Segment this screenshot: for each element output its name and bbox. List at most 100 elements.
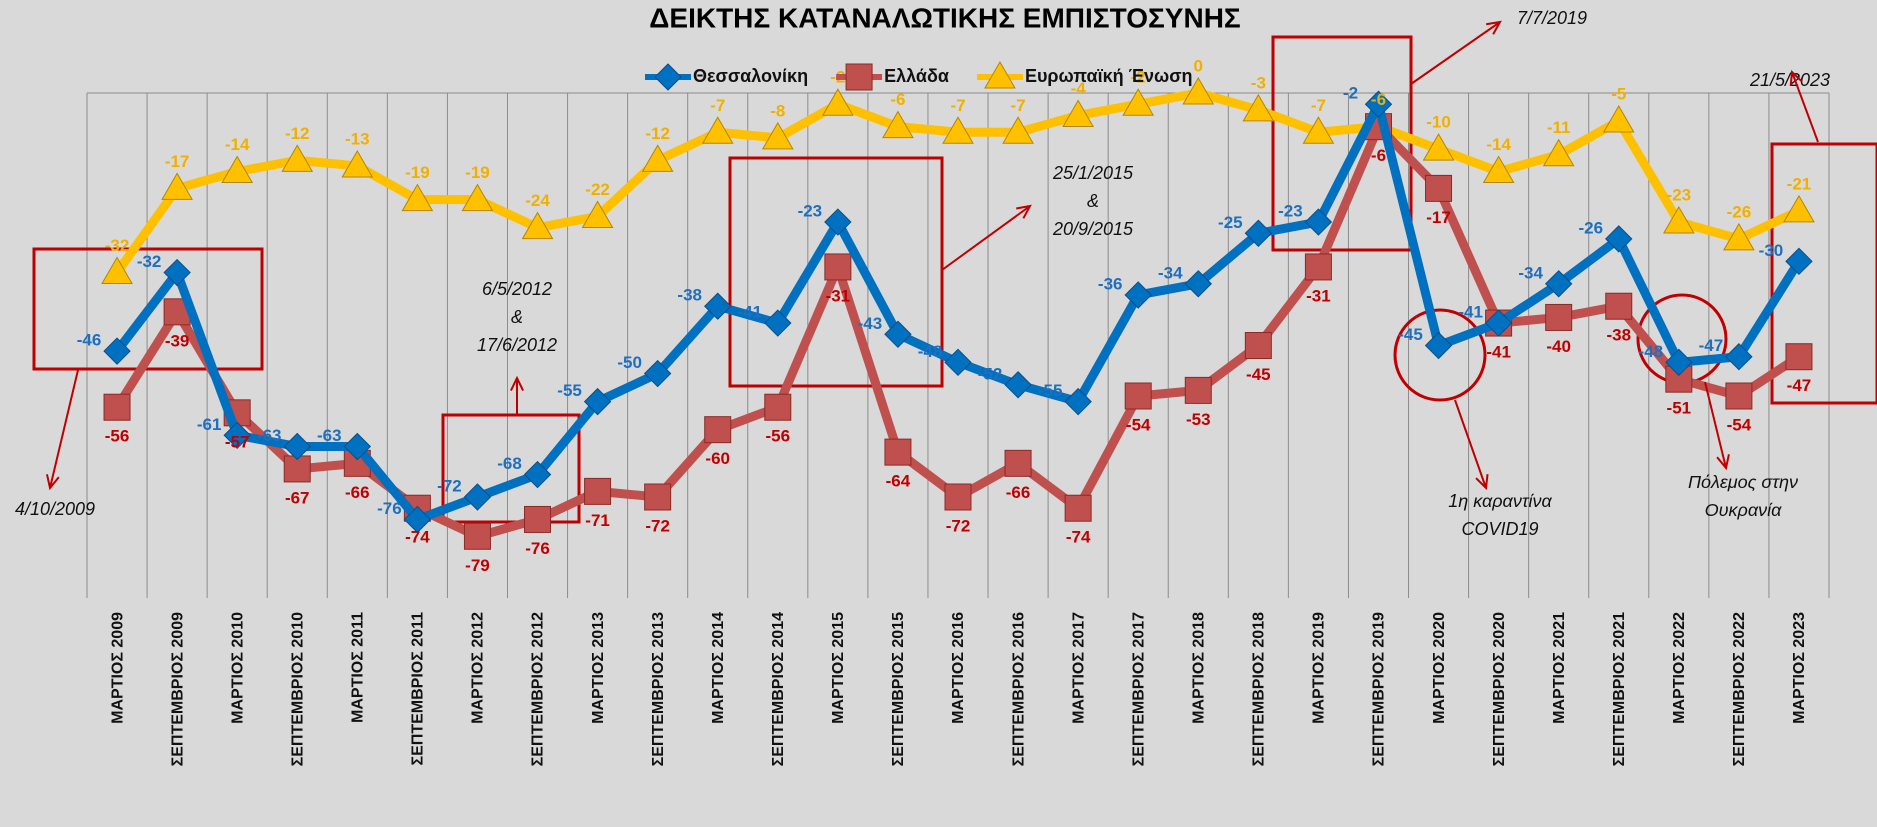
x-tick-label: ΣΕΠΤΕΜΒΡΙΟΣ 2018 <box>1251 612 1268 766</box>
highlight-box <box>728 156 944 388</box>
value-label: -25 <box>1218 213 1243 232</box>
value-label: -63 <box>317 426 342 445</box>
marker <box>341 149 374 178</box>
value-label: -74 <box>405 528 430 547</box>
value-label: -23 <box>798 202 823 221</box>
value-label: -41 <box>1458 303 1483 322</box>
marker <box>1605 225 1633 253</box>
value-label: -12 <box>285 124 310 143</box>
value-label: -39 <box>165 331 190 350</box>
x-tick-label: ΣΕΠΤΕΜΒΡΙΟΣ 2014 <box>770 612 787 766</box>
x-tick-label: ΜΑΡΤΙΟΣ 2019 <box>1311 612 1328 724</box>
x-tick-label: ΜΑΡΤΙΟΣ 2022 <box>1671 612 1688 724</box>
marker <box>1783 194 1815 223</box>
x-tick-label: ΣΕΠΤΕΜΒΡΙΟΣ 2021 <box>1611 612 1628 766</box>
x-tick-label: ΣΕΠΤΕΜΒΡΙΟΣ 2013 <box>650 612 667 766</box>
x-tick-label: ΜΑΡΤΙΟΣ 2012 <box>470 612 487 724</box>
value-label: -26 <box>1727 202 1752 221</box>
value-label: -51 <box>1667 399 1692 418</box>
value-label: -72 <box>645 516 670 535</box>
marker <box>1725 343 1753 371</box>
value-label: -32 <box>137 252 162 271</box>
value-label: -6 <box>1371 146 1386 165</box>
x-tick-label: ΣΕΠΤΕΜΒΡΙΟΣ 2009 <box>169 612 186 766</box>
marker <box>1545 303 1573 331</box>
value-label: -68 <box>497 454 522 473</box>
x-tick-label: ΜΑΡΤΙΟΣ 2010 <box>229 612 246 724</box>
annotation: 4/10/2009 <box>15 499 95 519</box>
value-label: -64 <box>886 472 911 491</box>
value-label: -12 <box>645 124 670 143</box>
marker <box>103 393 131 421</box>
marker <box>1004 371 1032 399</box>
marker <box>1004 449 1032 477</box>
highlight-circle <box>1393 308 1487 402</box>
marker <box>1244 219 1273 247</box>
arrow-head <box>1475 473 1489 491</box>
value-label: -34 <box>1518 263 1543 282</box>
marker <box>704 416 732 444</box>
value-label: -43 <box>858 314 883 333</box>
marker <box>1662 206 1695 234</box>
marker <box>161 172 193 200</box>
marker <box>1064 387 1092 416</box>
marker <box>882 110 914 139</box>
value-label: -10 <box>1426 113 1451 132</box>
annotation: 20/9/2015 <box>1052 219 1134 239</box>
marker <box>221 155 254 184</box>
marker <box>583 387 612 416</box>
marker <box>764 309 792 337</box>
marker <box>704 292 732 320</box>
annotation: Πόλεμος στην <box>1688 472 1798 492</box>
marker <box>1785 343 1813 371</box>
value-label: -26 <box>1578 218 1603 237</box>
value-label: -22 <box>585 180 610 199</box>
annotation: 17/6/2012 <box>477 335 557 355</box>
value-label: -47 <box>1699 336 1724 355</box>
marker <box>654 63 682 91</box>
x-tick-label: ΣΕΠΤΕΜΒΡΙΟΣ 2011 <box>410 612 427 766</box>
marker <box>1124 382 1152 410</box>
marker <box>1723 222 1755 251</box>
arrow-head <box>1789 69 1803 87</box>
marker <box>1544 270 1573 298</box>
value-label: -63 <box>257 426 282 445</box>
x-tick-label: ΣΕΠΤΕΜΒΡΙΟΣ 2016 <box>1010 612 1027 766</box>
value-label: -79 <box>465 556 490 575</box>
arrow <box>49 369 79 489</box>
value-label: -56 <box>766 427 791 446</box>
value-label: -34 <box>1158 263 1183 282</box>
marker <box>1364 90 1393 118</box>
marker <box>581 200 614 228</box>
marker <box>1484 309 1513 337</box>
marker <box>281 144 314 172</box>
value-label: -6 <box>1371 90 1386 109</box>
marker <box>1244 332 1272 359</box>
highlight-box <box>441 413 581 524</box>
marker <box>1605 292 1633 320</box>
highlight-box <box>1770 142 1877 405</box>
value-label: -7 <box>950 96 965 115</box>
value-label: -30 <box>1759 241 1784 260</box>
x-tick-label: ΜΑΡΤΙΟΣ 2011 <box>350 612 367 723</box>
marker <box>1302 116 1335 144</box>
value-label: -71 <box>585 511 610 530</box>
marker <box>764 393 792 421</box>
marker <box>1124 281 1152 309</box>
marker <box>283 432 311 461</box>
x-tick-label: ΣΕΠΤΕΜΒΡΙΟΣ 2017 <box>1130 612 1147 766</box>
value-label: -23 <box>1667 186 1692 205</box>
marker <box>821 88 854 116</box>
value-label: -2 <box>1343 84 1358 103</box>
marker <box>942 116 974 144</box>
marker <box>1725 382 1753 410</box>
value-label: -55 <box>1038 381 1063 400</box>
marker <box>521 211 554 240</box>
marker <box>1242 93 1275 122</box>
value-label: -55 <box>557 381 582 400</box>
value-label: -76 <box>377 499 402 518</box>
marker <box>343 432 372 461</box>
highlight-box <box>32 247 264 371</box>
annotation: COVID19 <box>1461 519 1538 539</box>
